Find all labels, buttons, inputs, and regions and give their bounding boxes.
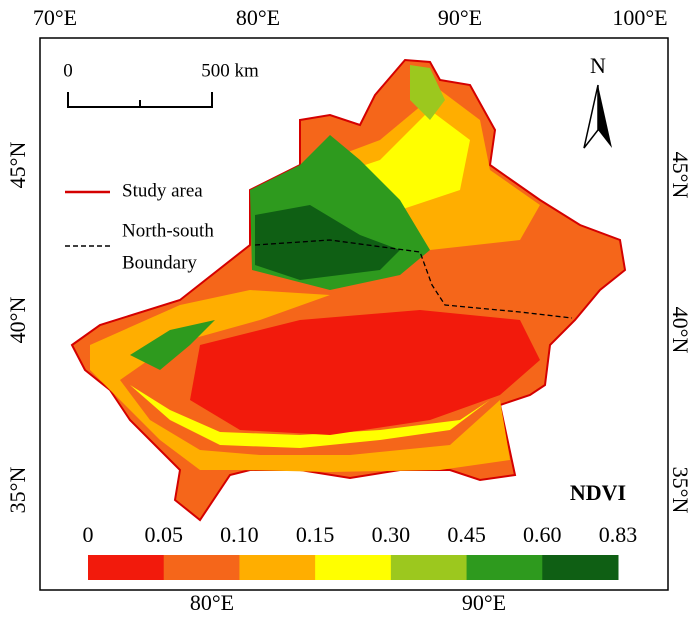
colorbar-title: NDVI [570, 480, 626, 505]
colorbar-segment [239, 555, 315, 580]
colorbar-label: 0.15 [296, 522, 335, 547]
colorbar-segment [391, 555, 467, 580]
colorbar-label: 0.10 [220, 522, 259, 547]
legend-label: Boundary [122, 252, 197, 273]
north-label: N [590, 53, 606, 78]
colorbar-label: 0.83 [599, 522, 638, 547]
lon-label: 90°E [462, 590, 506, 615]
colorbar-segment [467, 555, 543, 580]
lon-label: 90°E [438, 5, 482, 30]
colorbar-segment [164, 555, 240, 580]
colorbar-segment [88, 555, 164, 580]
legend-label: Study area [122, 180, 203, 201]
legend-label: North-south [122, 220, 214, 241]
scale-start: 0 [63, 60, 73, 81]
colorbar-label: 0.45 [447, 522, 486, 547]
lat-label: 40°N [668, 307, 689, 354]
colorbar-segment [542, 555, 618, 580]
lat-label: 35°N [668, 467, 689, 514]
colorbar-segment [315, 555, 391, 580]
colorbar-label: 0 [83, 522, 94, 547]
lon-label: 70°E [33, 5, 77, 30]
lon-label: 100°E [612, 5, 667, 30]
lat-label: 35°N [5, 467, 30, 514]
map-figure: 70°E 80°E 90°E 100°E 80°E 90°E 45°N 40°N… [0, 0, 689, 621]
scale-end: 500 km [201, 60, 259, 81]
colorbar-label: 0.60 [523, 522, 562, 547]
lat-label: 40°N [5, 297, 30, 344]
colorbar-label: 0.30 [372, 522, 411, 547]
lat-label: 45°N [5, 142, 30, 189]
lon-label: 80°E [236, 5, 280, 30]
lat-label: 45°N [668, 152, 689, 199]
lon-label: 80°E [190, 590, 234, 615]
colorbar-label: 0.05 [144, 522, 183, 547]
